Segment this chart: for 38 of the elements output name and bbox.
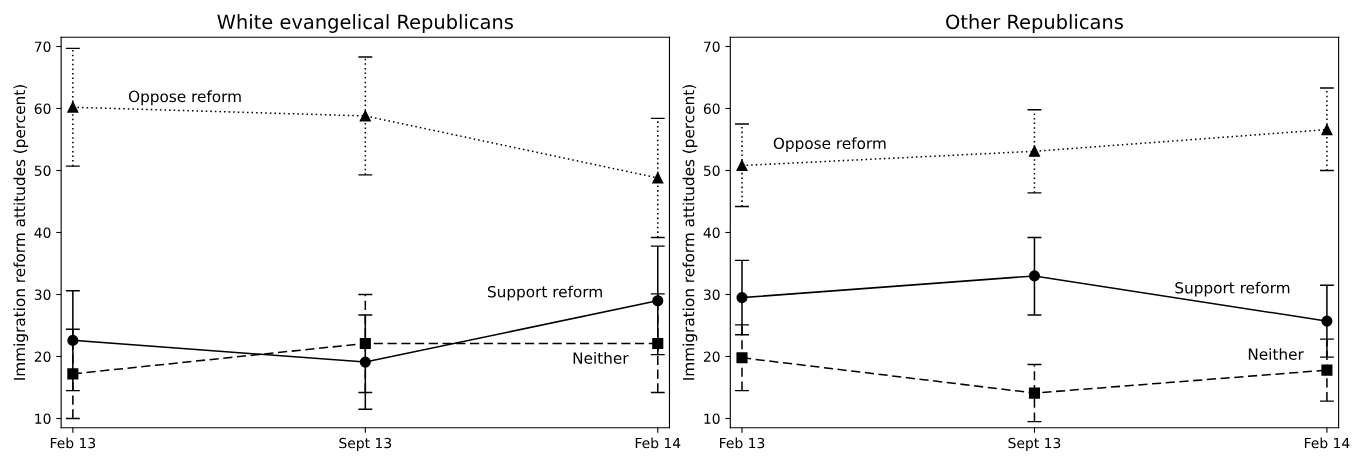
series-label: Support reform: [1175, 281, 1290, 297]
series-label: Neither: [1248, 348, 1304, 360]
point: [736, 159, 748, 172]
y-tick-label: 60: [703, 103, 720, 114]
point: [1321, 124, 1333, 136]
y-tick-label: 20: [703, 351, 720, 362]
series-label: Support reform: [487, 285, 602, 301]
point: [67, 101, 79, 113]
x-tick-label: Sept 13: [339, 437, 392, 451]
y-tick-label: 50: [703, 165, 720, 176]
y-tick-label: 30: [703, 289, 720, 300]
series-label: Oppose reform: [128, 90, 241, 106]
y-tick-label: 50: [34, 165, 51, 176]
y-tick-label: 70: [34, 41, 51, 52]
y-tick-label: 10: [35, 413, 51, 424]
x-tick-label: Sept 13: [1008, 437, 1061, 451]
point: [736, 352, 748, 364]
y-axis-title: Immigration reform attitudes (percent): [13, 85, 29, 380]
y-tick-label: 10: [704, 413, 720, 424]
x-tick-label: Feb 13: [720, 437, 765, 449]
x-tick-label: Feb 14: [635, 437, 681, 449]
y-tick-label: 20: [34, 351, 51, 362]
series-label: Neither: [573, 352, 629, 364]
x-tick-label: Feb 14: [1304, 437, 1350, 449]
y-tick-label: 60: [34, 103, 51, 114]
y-tick-label: 40: [34, 227, 51, 238]
chart-title: White evangelical Republicans: [217, 14, 513, 33]
y-tick-label: 30: [34, 289, 51, 300]
y-axis-title: Immigration reform attitudes (percent): [682, 85, 698, 380]
series-label: Oppose reform: [773, 137, 886, 153]
y-tick-label: 40: [703, 227, 720, 238]
point: [359, 110, 371, 122]
point: [1028, 145, 1041, 157]
point: [1028, 387, 1041, 399]
point: [359, 337, 371, 350]
x-tick-label: Feb 13: [50, 437, 96, 449]
chart-title: Other Republicans: [946, 14, 1123, 33]
y-tick-label: 70: [704, 41, 720, 52]
